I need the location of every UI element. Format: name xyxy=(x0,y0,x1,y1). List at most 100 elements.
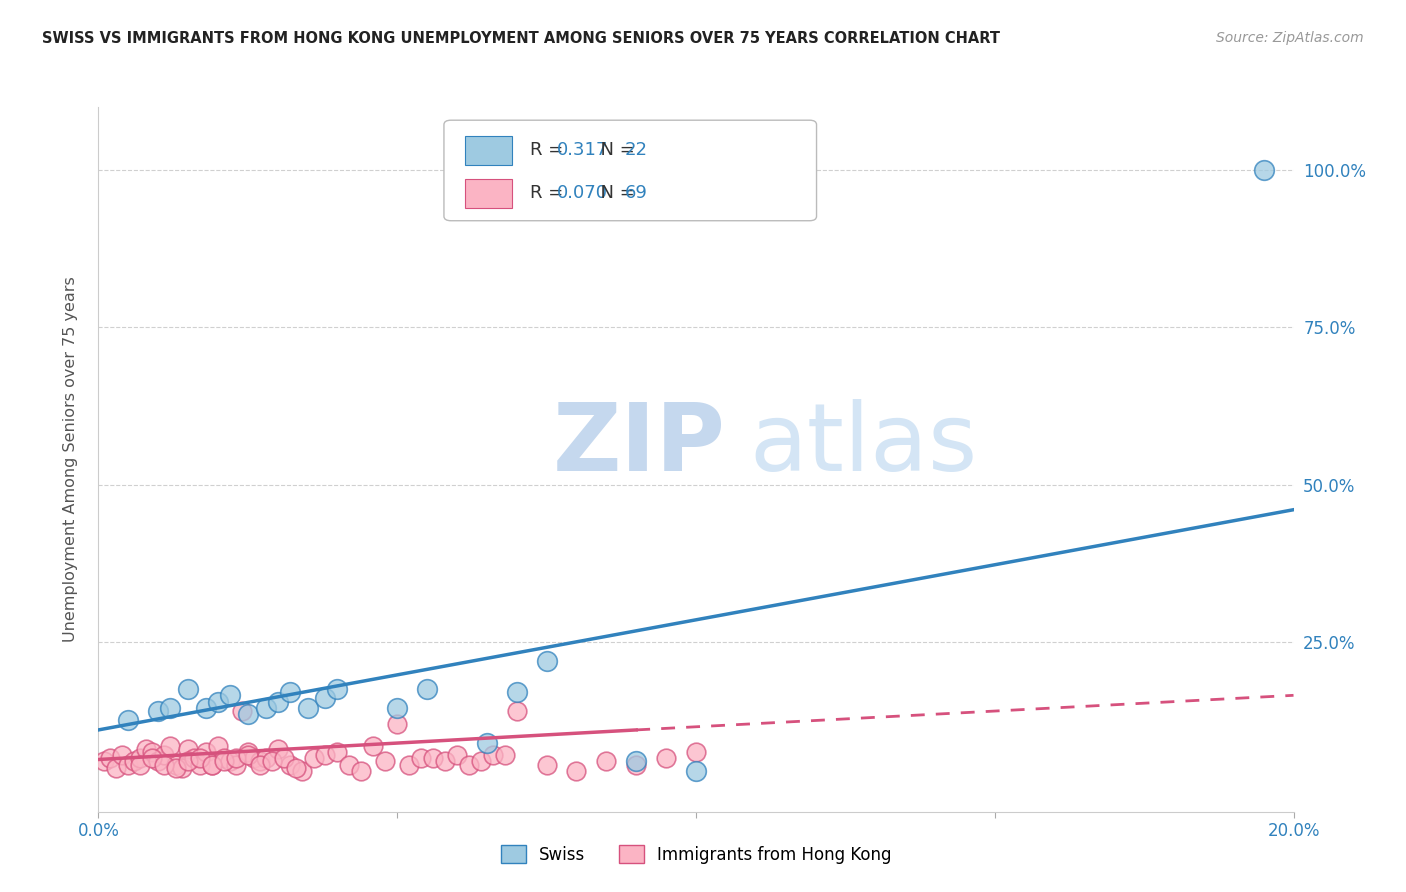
Point xyxy=(117,757,139,772)
Point xyxy=(278,685,301,699)
Point xyxy=(411,751,433,765)
Point xyxy=(278,757,301,772)
Point xyxy=(326,681,349,696)
Point xyxy=(148,704,170,718)
Point xyxy=(536,757,558,772)
Point xyxy=(339,757,361,772)
Point xyxy=(225,751,247,765)
Point xyxy=(153,757,176,772)
Point xyxy=(254,751,277,765)
Point xyxy=(124,755,146,769)
Text: ZIP: ZIP xyxy=(553,400,725,491)
Point xyxy=(254,701,277,715)
Point xyxy=(177,741,200,756)
Point xyxy=(165,757,187,772)
Point xyxy=(231,704,253,718)
Point xyxy=(446,748,468,763)
Point xyxy=(482,748,505,763)
Point xyxy=(243,751,266,765)
Point xyxy=(434,755,457,769)
Point xyxy=(315,748,337,763)
Point xyxy=(626,757,648,772)
Text: atlas: atlas xyxy=(749,400,979,491)
Point xyxy=(326,745,349,759)
Point xyxy=(141,745,163,759)
Point xyxy=(470,755,492,769)
Text: N =: N = xyxy=(589,185,641,202)
Text: 0.317: 0.317 xyxy=(557,141,609,160)
Point xyxy=(565,764,588,778)
Text: R =: R = xyxy=(530,185,569,202)
Point xyxy=(249,757,271,772)
Point xyxy=(111,748,134,763)
Text: 69: 69 xyxy=(624,185,648,202)
Point xyxy=(363,739,385,753)
Point xyxy=(165,761,187,775)
Point xyxy=(207,695,229,709)
Point xyxy=(172,761,194,775)
Point xyxy=(267,695,290,709)
Point xyxy=(225,757,247,772)
Point xyxy=(153,748,176,763)
Text: 0.070: 0.070 xyxy=(557,185,607,202)
Point xyxy=(236,745,259,759)
Point xyxy=(195,745,218,759)
Point xyxy=(141,751,163,765)
Point xyxy=(129,751,152,765)
Point xyxy=(129,757,152,772)
Point xyxy=(297,701,319,715)
Point xyxy=(506,685,529,699)
Point xyxy=(93,755,115,769)
Point xyxy=(219,689,242,703)
Text: SWISS VS IMMIGRANTS FROM HONG KONG UNEMPLOYMENT AMONG SENIORS OVER 75 YEARS CORR: SWISS VS IMMIGRANTS FROM HONG KONG UNEMP… xyxy=(42,31,1000,46)
Point xyxy=(159,739,181,753)
Point xyxy=(117,714,139,728)
Point xyxy=(315,691,337,706)
Point xyxy=(212,755,235,769)
Point xyxy=(201,757,224,772)
Point xyxy=(374,755,396,769)
Point xyxy=(260,755,283,769)
Point xyxy=(177,755,200,769)
Point xyxy=(236,707,259,722)
Point xyxy=(536,654,558,668)
Point xyxy=(494,748,516,763)
Text: N =: N = xyxy=(589,141,641,160)
Point xyxy=(385,701,409,715)
Point xyxy=(1253,163,1275,178)
Point xyxy=(398,757,420,772)
Point xyxy=(159,701,181,715)
Point xyxy=(350,764,373,778)
Point xyxy=(135,741,157,756)
Point xyxy=(183,751,205,765)
Point xyxy=(177,681,200,696)
Point xyxy=(219,755,242,769)
Point xyxy=(236,748,259,763)
Point xyxy=(416,681,439,696)
Y-axis label: Unemployment Among Seniors over 75 years: Unemployment Among Seniors over 75 years xyxy=(63,277,77,642)
Point xyxy=(207,739,229,753)
Text: R =: R = xyxy=(530,141,569,160)
Point xyxy=(105,761,128,775)
Point xyxy=(475,735,498,749)
Legend: Swiss, Immigrants from Hong Kong: Swiss, Immigrants from Hong Kong xyxy=(494,838,898,871)
Point xyxy=(148,755,170,769)
Point xyxy=(201,757,224,772)
Point xyxy=(626,755,648,769)
Point xyxy=(595,755,617,769)
Point xyxy=(302,751,325,765)
Point xyxy=(506,704,529,718)
Text: 22: 22 xyxy=(624,141,648,160)
Point xyxy=(249,755,271,769)
Point xyxy=(385,716,409,731)
Point xyxy=(273,751,295,765)
Point xyxy=(212,751,235,765)
Point xyxy=(195,701,218,715)
Text: Source: ZipAtlas.com: Source: ZipAtlas.com xyxy=(1216,31,1364,45)
Point xyxy=(291,764,314,778)
Point xyxy=(188,757,211,772)
Point xyxy=(685,764,707,778)
Point xyxy=(458,757,481,772)
Point xyxy=(422,751,444,765)
Point xyxy=(685,745,707,759)
